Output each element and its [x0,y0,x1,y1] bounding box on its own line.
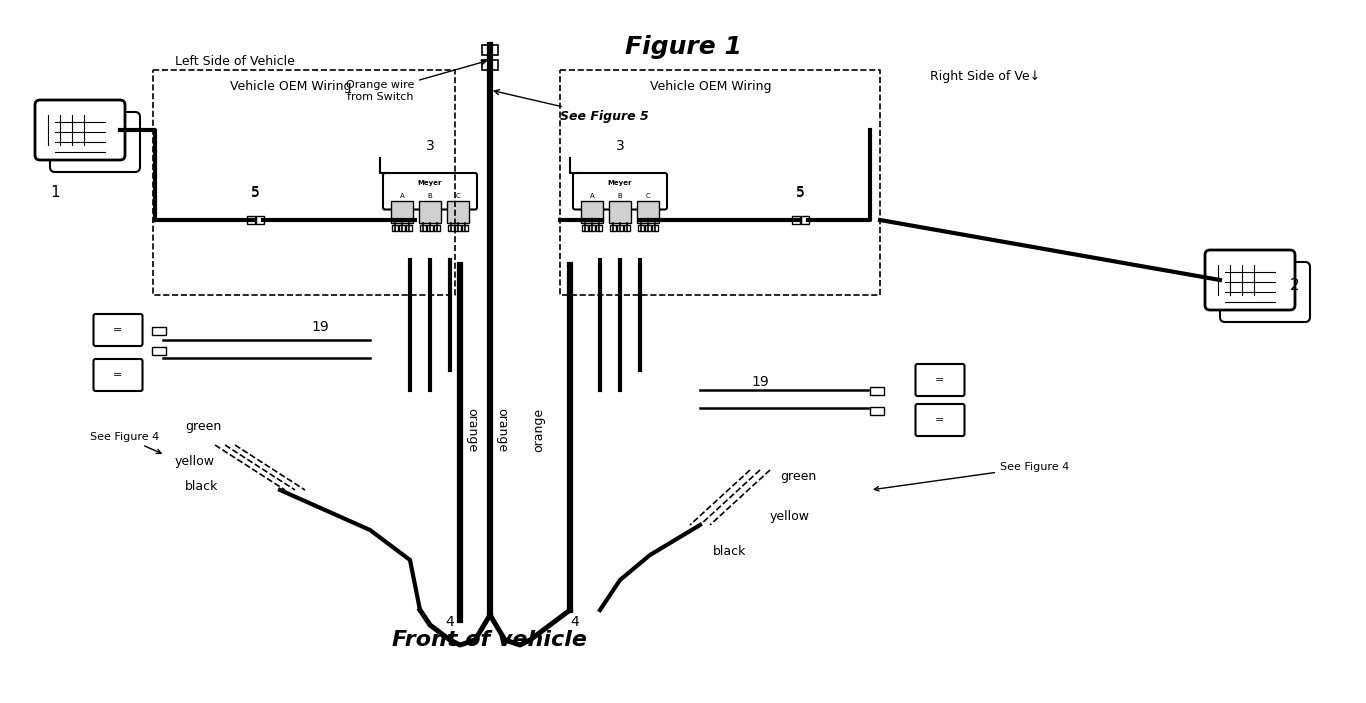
Bar [406,224,413,231]
FancyBboxPatch shape [36,100,126,160]
Bar [870,387,884,395]
Text: Vehicle OEM Wiring: Vehicle OEM Wiring [229,80,351,93]
Text: orange: orange [464,408,478,452]
Text: 3: 3 [426,138,434,153]
Text: green: green [780,470,817,483]
Text: B: B [428,193,433,200]
Bar [638,224,643,231]
Text: 1: 1 [51,185,60,200]
Bar [800,216,809,224]
Bar [652,224,658,231]
Bar [596,224,602,231]
Bar [255,216,264,224]
Bar [581,200,602,223]
Text: A: A [590,193,594,200]
FancyBboxPatch shape [382,173,477,209]
Text: Vehicle OEM Wiring: Vehicle OEM Wiring [650,80,772,93]
Text: C: C [646,193,650,200]
Text: 5: 5 [250,185,260,199]
Bar [617,224,623,231]
Bar [609,200,631,223]
Text: =: = [113,370,123,380]
Text: B: B [617,193,623,200]
Text: 5: 5 [250,186,260,200]
Text: See Figure 4: See Figure 4 [90,432,161,453]
Text: A: A [400,193,404,200]
Bar [247,216,255,224]
Bar [455,224,460,231]
Text: =: = [113,325,123,335]
Bar [611,224,616,231]
Text: black: black [184,480,219,493]
Text: Right Side of Ve↓: Right Side of Ve↓ [930,70,1040,83]
Text: =: = [936,415,945,425]
Bar [624,224,630,231]
Bar [589,224,596,231]
Bar [434,224,440,231]
Text: Front of vehicle: Front of vehicle [392,630,587,650]
Bar [419,224,426,231]
Bar [482,60,499,70]
Text: orange: orange [531,408,545,452]
Bar [462,224,469,231]
Bar [870,407,884,415]
Text: =: = [936,375,945,385]
Text: black: black [713,545,747,558]
Bar [391,200,413,223]
Text: 3: 3 [616,138,624,153]
Text: 5: 5 [795,185,805,199]
Text: 5: 5 [795,186,805,200]
FancyBboxPatch shape [93,314,142,346]
Bar [152,327,167,335]
Text: orange: orange [494,408,508,452]
Text: yellow: yellow [175,455,214,468]
Text: C: C [456,193,460,200]
FancyBboxPatch shape [1220,262,1310,322]
FancyBboxPatch shape [915,364,964,396]
Text: See Figure 5: See Figure 5 [494,90,649,123]
Bar [792,216,800,224]
Bar [399,224,404,231]
FancyBboxPatch shape [1205,250,1295,310]
Bar [419,200,441,223]
Bar [152,347,167,355]
Bar [645,224,652,231]
Text: Figure 1: Figure 1 [624,35,742,59]
Bar [637,200,658,223]
Text: Left Side of Vehicle: Left Side of Vehicle [175,55,295,68]
Text: 4: 4 [445,615,455,629]
Text: 19: 19 [751,375,769,389]
Text: See Figure 4: See Figure 4 [874,462,1070,491]
Text: 2: 2 [1290,278,1299,292]
FancyBboxPatch shape [572,173,667,209]
Text: 19: 19 [311,320,329,334]
Text: 4: 4 [571,615,579,629]
Text: Meyer: Meyer [608,179,632,186]
Bar [447,200,469,223]
Bar [448,224,454,231]
Bar [392,224,398,231]
FancyBboxPatch shape [93,359,142,391]
FancyBboxPatch shape [915,404,964,436]
Text: Meyer: Meyer [418,179,443,186]
Text: Orange wire
from Switch: Orange wire from Switch [346,60,486,102]
Text: green: green [184,420,221,433]
Text: yellow: yellow [770,510,810,523]
Bar [428,224,433,231]
Bar [582,224,587,231]
Bar [482,45,499,55]
FancyBboxPatch shape [51,112,139,172]
